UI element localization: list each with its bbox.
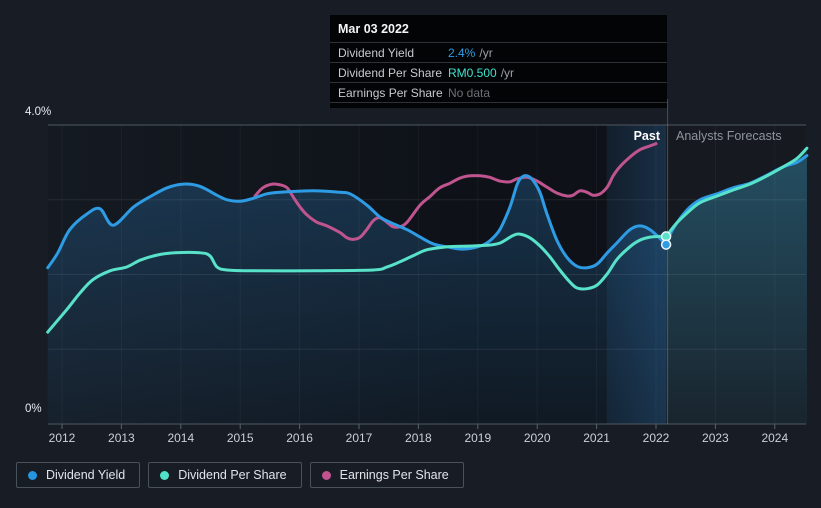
earnings-per-share-dot-icon [321,470,331,480]
dividend-per-share-forecast-area [666,148,807,424]
legend-item-earnings-per-share[interactable]: Earnings Per Share [309,462,464,488]
x-tick-label: 2019 [464,431,492,445]
x-tick-label: 2022 [642,431,670,445]
x-tick-label: 2016 [286,431,313,445]
tooltip-date: Mar 03 2022 [338,22,409,36]
chart-tooltip: Mar 03 2022 Dividend Yield 2.4% /yr Divi… [330,15,667,108]
x-tick-label: 2021 [583,431,610,445]
tooltip-unit: /yr [500,65,515,80]
dividend-yield-line [46,174,668,270]
x-tick-label: 2014 [167,431,195,445]
tooltip-value: No data [448,85,491,100]
y-axis-top-label: 4.0% [25,106,52,118]
tooltip-label: Dividend Yield [338,45,415,60]
x-tick-label: 2023 [702,431,729,445]
tooltip-label: Earnings Per Share [338,85,443,100]
x-tick-label: 2018 [405,431,432,445]
x-tick-label: 2012 [48,431,76,445]
tooltip-value: RM0.500 [448,65,497,80]
dividend-per-share-forecast-line [664,146,809,238]
earnings-per-share-line [253,142,658,241]
x-tick-label: 2017 [345,431,373,445]
tooltip-row-dividend-yield: Dividend Yield 2.4% /yr [330,42,667,62]
legend-label: Dividend Per Share [178,468,287,482]
hover-marker-dividend-yield [660,239,672,250]
dividend-per-share-line [46,232,668,334]
x-tick-label: 2015 [226,431,254,445]
legend-label: Dividend Yield [46,468,126,482]
legend-label: Earnings Per Share [339,468,449,482]
dividend-yield-dot-icon [28,470,37,480]
tooltip-value: 2.4% [448,45,476,60]
x-tick-label: 2013 [108,431,135,445]
tooltip-row-dividend-per-share: Dividend Per Share RM0.500 /yr [330,62,667,82]
analysts-forecasts-label: Analysts Forecasts [676,129,782,143]
tooltip-row-earnings-per-share: Earnings Per Share No data [330,82,667,103]
dividend-yield-area [47,155,807,424]
chart-legend: Dividend Yield Dividend Per Share Earnin… [16,462,464,488]
x-tick-label: 2024 [761,431,789,445]
legend-item-dividend-yield[interactable]: Dividend Yield [16,462,141,488]
x-tick-label: 2020 [523,431,551,445]
tooltip-unit: /yr [479,45,493,60]
tooltip-label: Dividend Per Share [338,65,443,80]
y-axis-bottom-label: 0% [25,403,42,415]
legend-item-dividend-per-share[interactable]: Dividend Per Share [148,462,302,488]
past-label: Past [633,129,660,143]
dividend-per-share-dot-icon [160,470,170,480]
